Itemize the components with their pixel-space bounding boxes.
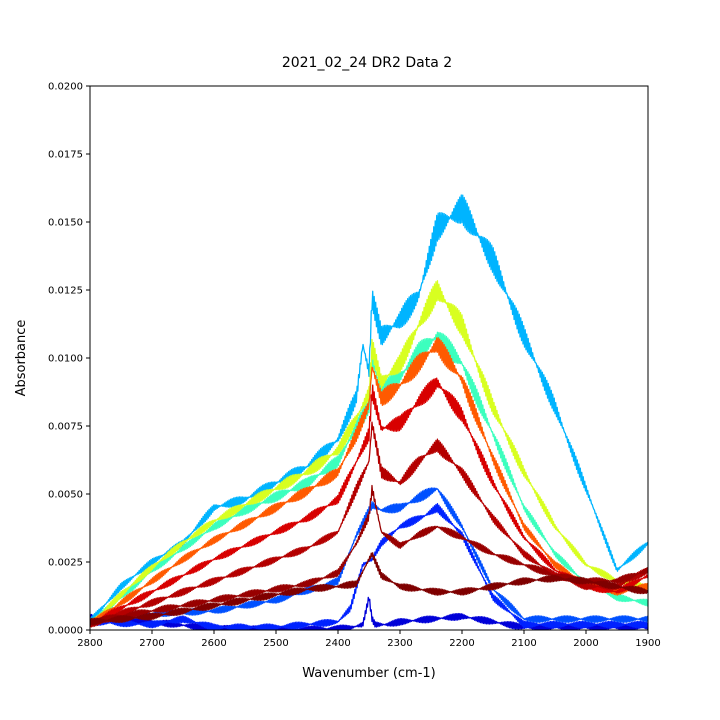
spectrum-series-line	[90, 194, 648, 625]
x-tick-label: 2200	[449, 638, 474, 649]
spectrum-series-line	[90, 331, 648, 625]
spectrum-series-line	[90, 421, 648, 628]
y-tick-label: 0.0150	[48, 218, 83, 229]
y-tick-label: 0.0125	[48, 286, 83, 297]
spectrum-series-line	[90, 552, 648, 626]
y-axis-label: Absorbance	[14, 320, 29, 397]
spectrum-series-line	[90, 280, 648, 628]
x-axis: 2800 2700 2600 2500 2400 2300 2200 2100 2000 1900	[77, 630, 661, 649]
series-layer	[90, 194, 648, 630]
x-tick-label: 2000	[573, 638, 598, 649]
y-tick-label: 0.0025	[48, 558, 83, 569]
y-tick-label: 0.0000	[48, 626, 83, 637]
x-tick-label: 2100	[511, 638, 536, 649]
y-tick-label: 0.0200	[48, 82, 83, 93]
spectrum-series-line	[90, 337, 648, 627]
x-tick-label: 2400	[325, 638, 350, 649]
x-axis-label: Wavenumber (cm-1)	[302, 666, 435, 681]
spectrum-series-line	[90, 377, 648, 628]
y-tick-label: 0.0100	[48, 354, 83, 365]
x-tick-label: 2300	[387, 638, 412, 649]
chart-title: 2021_02_24 DR2 Data 2	[282, 55, 452, 71]
x-tick-label: 2800	[77, 638, 102, 649]
y-axis: 0.0000 0.0025 0.0050 0.0075 0.0100 0.0125 0.01…	[48, 82, 90, 637]
x-tick-label: 2600	[201, 638, 226, 649]
x-tick-label: 1900	[635, 638, 660, 649]
y-tick-label: 0.0075	[48, 422, 83, 433]
x-tick-label: 2700	[139, 638, 164, 649]
spectrum-series-line	[90, 596, 648, 630]
y-tick-label: 0.0050	[48, 490, 83, 501]
x-tick-label: 2500	[263, 638, 288, 649]
y-tick-label: 0.0175	[48, 150, 83, 161]
